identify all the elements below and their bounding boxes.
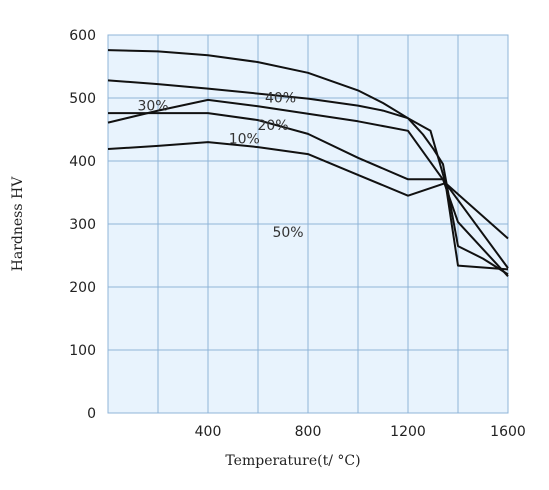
x-tick-labels: 400 800 1200 1600 (195, 424, 526, 440)
series-label-50pct: 50% (272, 225, 303, 241)
y-tick-label: 300 (69, 217, 96, 233)
series-line-20pct (108, 112, 509, 277)
y-tick-label: 100 (69, 343, 96, 359)
series-line-30pct (107, 98, 509, 269)
series-label-30pct: 30% (137, 99, 168, 115)
y-tick-label: 500 (69, 91, 96, 107)
series-label-10pct: 10% (229, 131, 260, 147)
y-axis-title: Hardness HV (10, 176, 26, 272)
plot-frame (107, 34, 509, 414)
x-tick-label: 1600 (490, 424, 526, 440)
y-tick-label: 600 (69, 28, 96, 44)
series-line-40pct (107, 79, 509, 240)
series-label-40pct: 40% (265, 90, 296, 106)
series-lines (107, 49, 509, 277)
series-line-10pct (107, 141, 509, 271)
y-tick-label: 200 (69, 280, 96, 296)
series-labels: 50% 40% 30% 20%10% (137, 90, 303, 241)
x-tick-label: 400 (195, 424, 222, 440)
x-tick-label: 1200 (390, 424, 426, 440)
y-tick-labels: 0 100 200 300 400 500 600 (69, 28, 96, 422)
x-axis-title: Temperature(t/ °C) (225, 453, 360, 469)
x-tick-label: 800 (295, 424, 322, 440)
y-tick-label: 0 (87, 406, 96, 422)
series-line-50pct (107, 49, 509, 276)
y-tick-label: 400 (69, 154, 96, 170)
series-label-20pct: 20% (257, 118, 288, 134)
